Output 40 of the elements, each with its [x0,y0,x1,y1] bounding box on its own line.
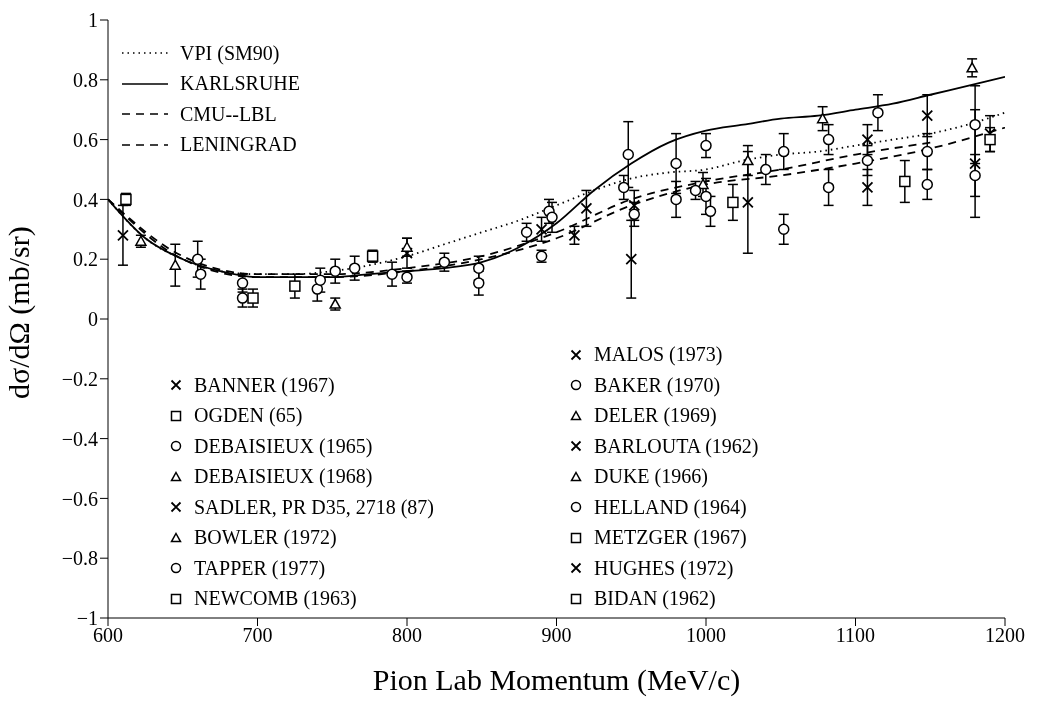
y-tick-label: 0.8 [73,68,98,91]
legend-label: KARLSRUHE [180,72,301,96]
y-tick-label: 0.4 [73,188,98,211]
legend-label: VPI (SM90) [180,41,280,65]
x-tick-label: 700 [242,624,273,647]
y-tick-label: 0 [88,308,98,331]
legend-label: NEWCOMB (1963) [194,587,357,611]
y-tick-label: −0.6 [61,487,98,510]
legend-label: CMU--LBL [180,102,277,126]
y-tick-label: −0.4 [61,427,98,450]
legend-label: BANNER (1967) [194,373,335,397]
legend-label: DEBAISIEUX (1968) [194,465,373,489]
legend-label: DEBAISIEUX (1965) [194,434,373,458]
x-tick-label: 900 [541,624,572,647]
legend-label: DELER (1969) [594,404,717,428]
x-tick-label: 800 [392,624,422,647]
y-tick-label: 1 [88,9,98,32]
legend-label: BARLOUTA (1962) [594,434,759,458]
legend-label: BOWLER (1972) [194,526,337,550]
x-tick-label: 1200 [985,624,1025,647]
legend-label: OGDEN (65) [194,404,303,428]
x-tick-label: 600 [93,624,123,647]
x-axis-title: Pion Lab Momentum (MeV/c) [372,663,741,697]
legend-label: SADLER, PR D35, 2718 (87) [194,495,435,519]
legend-label: MALOS (1973) [594,343,723,367]
y-tick-label: −0.8 [61,547,98,570]
legend-label: TAPPER (1977) [194,556,326,580]
legend-label: METZGER (1967) [594,526,747,550]
legend-label: BAKER (1970) [594,373,721,397]
x-tick-label: 1100 [835,624,876,647]
y-tick-label: 0.2 [73,248,98,271]
x-tick-label: 1000 [686,624,726,647]
y-axis-title: dσ/dΩ (mb/sr) [1,226,36,399]
y-tick-label: 0.6 [73,128,98,151]
y-tick-label: −0.2 [61,367,98,390]
legend-label: LENINGRAD [180,133,297,157]
legend-label: HELLAND (1964) [594,495,747,519]
legend-label: BIDAN (1962) [594,587,716,611]
legend-label: HUGHES (1972) [594,556,734,580]
legend-label: DUKE (1966) [594,465,708,489]
